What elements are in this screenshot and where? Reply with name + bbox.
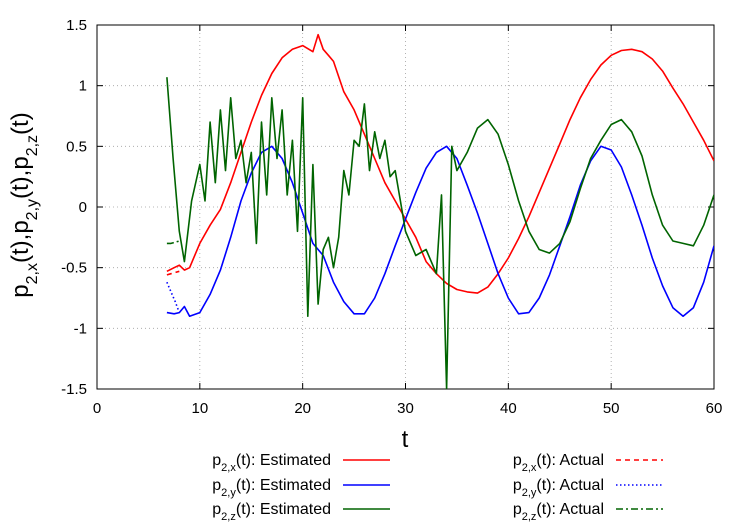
x-tick-label: 30 bbox=[397, 400, 414, 417]
series-line-2z-estimated bbox=[166, 77, 714, 389]
y-tick-label: 0.5 bbox=[66, 138, 87, 155]
legend-label: p2,z(t): Estimated bbox=[212, 501, 331, 523]
series-line-2y-actual bbox=[166, 281, 181, 313]
y-tick-label: 1 bbox=[79, 78, 87, 95]
y-tick-label: -1.5 bbox=[61, 381, 87, 398]
series-line-2z-actual bbox=[166, 240, 180, 245]
y-axis-title: p2,x(t),p2,y(t),p2,z(t) bbox=[7, 112, 41, 297]
grid bbox=[97, 25, 714, 389]
y-tick-label: -0.5 bbox=[61, 260, 87, 277]
y-tick-label: 1.5 bbox=[66, 17, 87, 34]
axis-ticks: 0 10 20 30 40 50 60 -1.5 -1 -0.5 0 0.5 1 1.5 bbox=[61, 17, 722, 417]
y-tick-label: -1 bbox=[74, 320, 87, 337]
y-tick-label: 0 bbox=[79, 199, 87, 216]
legend-label: p2,y(t): Actual bbox=[513, 477, 604, 499]
series-line-2x-actual bbox=[166, 270, 180, 276]
x-tick-label: 10 bbox=[191, 400, 208, 417]
legend-label: p2,y(t): Estimated bbox=[212, 477, 331, 499]
x-tick-label: 0 bbox=[93, 400, 101, 417]
legend-label: p2,z(t): Actual bbox=[513, 501, 604, 523]
series-line-2x-estimated bbox=[166, 33, 714, 294]
series-line-2y-estimated bbox=[166, 145, 714, 318]
legend-label: p2,x(t): Estimated bbox=[212, 452, 331, 474]
x-tick-label: 40 bbox=[500, 400, 517, 417]
x-tick-label: 60 bbox=[706, 400, 723, 417]
series-lines bbox=[166, 33, 714, 389]
x-axis-title: t bbox=[402, 426, 409, 453]
legend-label: p2,x(t): Actual bbox=[513, 452, 604, 474]
x-tick-label: 20 bbox=[294, 400, 311, 417]
x-tick-label: 50 bbox=[603, 400, 620, 417]
